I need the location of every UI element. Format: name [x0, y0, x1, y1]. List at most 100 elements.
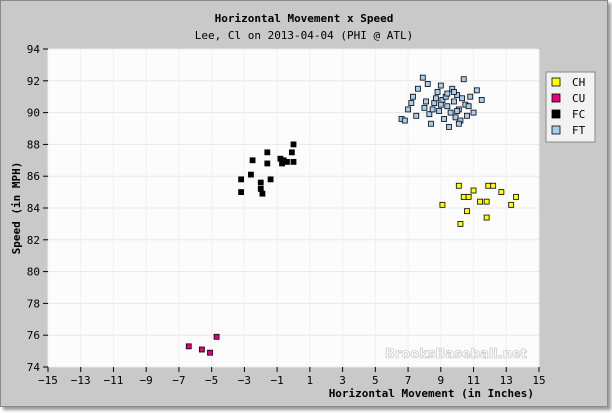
x-tick-label: 11 [467, 374, 480, 387]
legend-label-ft: FT [572, 124, 586, 137]
y-tick-label: 76 [27, 329, 40, 342]
legend-swatch-ch [551, 77, 561, 87]
chart-title: Horizontal Movement x Speed [215, 12, 394, 25]
data-point-fc [267, 176, 274, 183]
x-tick-label: 1 [307, 374, 314, 387]
data-point-ft [424, 81, 431, 87]
x-tick-label: 15 [532, 374, 545, 387]
chart-subtitle: Lee, Cl on 2013-04-04 (PHI @ ATL) [195, 29, 414, 42]
data-point-ft [467, 93, 474, 100]
data-point-ft [436, 108, 443, 114]
legend: CH CU FC FT [545, 71, 596, 143]
x-tick-label: −15 [38, 374, 58, 387]
data-point-ft [428, 120, 434, 127]
legend-swatch-ft [551, 125, 561, 135]
data-point-fc [290, 158, 297, 165]
data-point-ft [455, 120, 462, 127]
data-point-ft [410, 93, 416, 100]
y-tick-label: 90 [27, 107, 40, 120]
data-point-ch [498, 189, 505, 196]
data-point-ft [460, 76, 467, 83]
data-point-ft [473, 87, 480, 94]
data-point-ft [429, 106, 436, 113]
data-point-fc [284, 158, 290, 165]
data-point-ch [477, 198, 483, 205]
data-point-ch [513, 193, 519, 200]
data-point-ft [444, 103, 451, 110]
data-point-fc [249, 157, 256, 164]
data-point-ft [426, 111, 433, 118]
data-point-ch [470, 187, 477, 194]
data-point-ft [423, 98, 429, 105]
y-tick-label: 88 [27, 138, 40, 151]
data-point-cu [185, 343, 192, 350]
x-tick-label: 13 [500, 374, 513, 387]
data-point-ft [414, 85, 421, 92]
y-tick-label: 92 [27, 75, 40, 88]
data-point-cu [207, 349, 213, 356]
watermark: BrooksBaseball.net [385, 347, 527, 362]
data-point-fc [238, 176, 245, 183]
data-point-ft [444, 90, 451, 97]
data-point-ft [464, 112, 470, 119]
data-point-ft [419, 74, 426, 81]
data-point-ch [490, 182, 497, 189]
data-point-fc [290, 141, 297, 148]
x-tick-label: 5 [372, 374, 379, 387]
x-tick-label: −11 [104, 374, 124, 387]
data-point-ft [441, 116, 447, 122]
data-point-ch [483, 198, 490, 205]
data-point-fc [238, 189, 245, 196]
data-point-ft [452, 114, 459, 121]
data-point-ft [432, 95, 439, 102]
data-points [185, 74, 519, 356]
x-tick-label: −5 [205, 374, 218, 387]
scatter-chart: −15 −13 −11 −9 −7 −5 −3 −1 1 3 5 7 9 11 13 15 747678808… [10, 12, 596, 400]
data-point-ft [431, 100, 438, 106]
data-point-ft [405, 106, 411, 113]
data-point-ft [421, 104, 428, 111]
x-tick-label: −7 [172, 374, 185, 387]
data-point-ft [408, 100, 415, 106]
data-point-cu [213, 333, 220, 340]
data-point-fc [259, 190, 266, 197]
data-point-fc [288, 149, 295, 156]
y-tick-label: 80 [27, 266, 40, 279]
data-point-ft [446, 124, 452, 130]
x-tick-label: 7 [405, 374, 412, 387]
y-tick-label: 86 [27, 170, 40, 183]
data-point-ft [413, 112, 420, 119]
data-point-ft [478, 96, 485, 103]
legend-swatch-cu [551, 93, 561, 103]
data-point-ch [457, 220, 464, 227]
data-point-ft [437, 82, 444, 89]
grid-lines [47, 48, 540, 368]
data-point-cu [198, 346, 205, 353]
data-point-ft [470, 109, 477, 116]
data-point-ft [447, 109, 454, 116]
y-axis-title: Speed (in MPH) [10, 162, 23, 255]
data-point-fc [248, 171, 254, 178]
data-point-ft [437, 101, 444, 108]
legend-label-fc: FC [572, 108, 585, 121]
y-tick-label: 94 [27, 43, 41, 56]
data-point-ch [439, 201, 446, 208]
data-point-ft [465, 103, 472, 110]
data-point-fc [257, 186, 264, 192]
data-point-ft [450, 98, 457, 105]
data-point-ch [464, 208, 470, 215]
legend-label-ch: CH [572, 76, 585, 89]
data-point-ft [454, 92, 461, 99]
y-tick-label: 82 [27, 234, 40, 247]
x-tick-label: −9 [140, 374, 153, 387]
x-axis-ticks: −15 −13 −11 −9 −7 −5 −3 −1 1 3 5 7 9 11 13 15 [38, 367, 546, 387]
y-tick-label: 78 [27, 297, 40, 310]
data-point-ch [485, 182, 492, 189]
data-point-ch [460, 193, 467, 200]
data-point-ft [459, 95, 465, 102]
data-point-fc [257, 179, 264, 186]
data-point-fc [264, 160, 271, 167]
x-tick-label: −13 [71, 374, 91, 387]
data-point-ft [454, 108, 461, 114]
data-point-ft [434, 89, 441, 95]
